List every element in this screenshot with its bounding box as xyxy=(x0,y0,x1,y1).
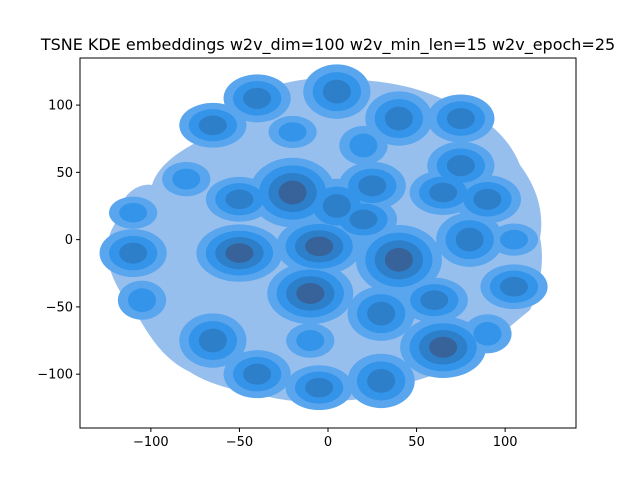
density-contour-level-5 xyxy=(278,180,307,205)
density-contour-level-3 xyxy=(278,122,307,142)
density-contour-level-5 xyxy=(429,336,458,358)
y-axis: −100 −50 0 50 100 xyxy=(37,99,80,383)
density-contour-level-4 xyxy=(446,155,475,177)
density-contour-level-4 xyxy=(225,189,254,210)
density-contour-level-4 xyxy=(358,175,387,197)
density-contour-level-4 xyxy=(455,227,484,252)
density-contour-level-4 xyxy=(446,108,475,130)
density-contour-level-3 xyxy=(128,288,156,313)
density-contour-level-4 xyxy=(349,209,378,230)
chart-title: TSNE KDE embeddings w2v_dim=100 w2v_min_… xyxy=(40,35,615,55)
y-tick-label: −50 xyxy=(46,300,73,315)
density-contour-level-4 xyxy=(384,106,413,131)
density-contour-level-4 xyxy=(473,188,502,210)
density-contour-level-4 xyxy=(305,377,334,398)
density-contour-level-3 xyxy=(296,330,325,352)
y-tick-label: −100 xyxy=(37,368,73,383)
x-tick-label: −50 xyxy=(226,435,253,450)
x-tick-label: 0 xyxy=(324,435,332,450)
density-contour-level-3 xyxy=(349,133,378,158)
density-contour-level-4 xyxy=(322,79,351,104)
x-tick-label: −100 xyxy=(133,435,169,450)
density-contour-level-4 xyxy=(119,242,148,264)
density-contour-level-4 xyxy=(243,363,272,385)
density-contour-level-4 xyxy=(198,115,227,136)
density-contour-level-4 xyxy=(367,301,396,326)
density-contour-level-3 xyxy=(119,202,148,223)
y-tick-label: 100 xyxy=(48,99,73,114)
y-tick-label: 0 xyxy=(65,233,73,248)
density-contour-level-3 xyxy=(172,168,201,190)
x-tick-label: 50 xyxy=(408,435,425,450)
density-contour-level-4 xyxy=(322,194,351,218)
density-contour-level-4 xyxy=(367,369,396,393)
x-axis: −100 −50 0 50 100 xyxy=(133,428,518,450)
density-contour-level-4 xyxy=(429,182,458,203)
density-contour-level-4 xyxy=(420,290,449,310)
density-contour-level-5 xyxy=(225,243,254,263)
density-contour-level-5 xyxy=(384,247,413,272)
x-tick-label: 100 xyxy=(493,435,518,450)
density-contour-level-4 xyxy=(198,328,227,353)
y-tick-label: 50 xyxy=(56,166,73,181)
density-contour-level-5 xyxy=(305,236,334,257)
density-contour-level-4 xyxy=(243,87,272,109)
density-contour-level-4 xyxy=(500,276,528,297)
density-contour-level-3 xyxy=(473,321,502,346)
density-contour-level-5 xyxy=(296,282,325,304)
density-contour-level-3 xyxy=(500,229,528,250)
density-layer xyxy=(99,64,548,411)
